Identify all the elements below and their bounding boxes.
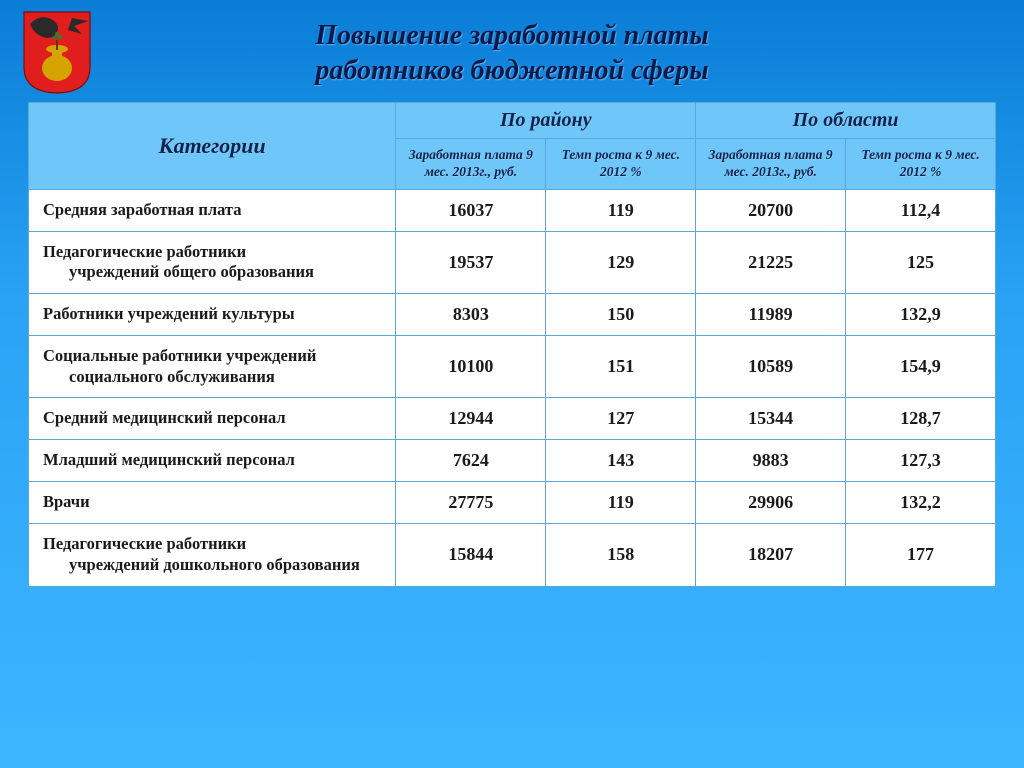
category-line1: Младший медицинский персонал xyxy=(43,450,295,469)
cell-value: 119 xyxy=(546,482,696,524)
cell-category: Средний медицинский персонал xyxy=(29,398,396,440)
cell-value: 21225 xyxy=(696,231,846,293)
cell-value: 158 xyxy=(546,524,696,586)
cell-value: 129 xyxy=(546,231,696,293)
table-wrap: Категории По району По области Заработна… xyxy=(28,102,996,587)
category-line2: социального обслуживания xyxy=(43,367,389,388)
cell-category: Работники учреждений культуры xyxy=(29,294,396,336)
col-r-growth: Темп роста к 9 мес. 2012 % xyxy=(846,139,996,190)
col-group-district: По району xyxy=(396,103,696,139)
col-categories: Категории xyxy=(29,103,396,190)
cell-value: 8303 xyxy=(396,294,546,336)
cell-value: 18207 xyxy=(696,524,846,586)
cell-value: 132,2 xyxy=(846,482,996,524)
cell-value: 177 xyxy=(846,524,996,586)
col-group-region: По области xyxy=(696,103,996,139)
cell-value: 10589 xyxy=(696,336,846,398)
category-line1: Средняя заработная плата xyxy=(43,200,241,219)
cell-value: 112,4 xyxy=(846,189,996,231)
slide: Повышение заработной платы работников бю… xyxy=(0,0,1024,768)
table-row: Средний медицинский персонал 129441271534… xyxy=(29,398,996,440)
cell-value: 119 xyxy=(546,189,696,231)
cell-value: 151 xyxy=(546,336,696,398)
table-row: Социальные работники учреждений социально… xyxy=(29,336,996,398)
col-d-salary: Заработная плата 9 мес. 2013г., руб. xyxy=(396,139,546,190)
table-body: Средняя заработная плата1603711920700112… xyxy=(29,189,996,586)
table-row: Средняя заработная плата 1603711920700112… xyxy=(29,189,996,231)
cell-category: Социальные работники учреждений социально… xyxy=(29,336,396,398)
category-line1: Педагогические работники xyxy=(43,534,246,553)
cell-value: 127,3 xyxy=(846,440,996,482)
cell-value: 125 xyxy=(846,231,996,293)
cell-value: 16037 xyxy=(396,189,546,231)
cell-value: 132,9 xyxy=(846,294,996,336)
cell-value: 150 xyxy=(546,294,696,336)
table-row: Врачи 2777511929906132,2 xyxy=(29,482,996,524)
category-line1: Социальные работники учреждений xyxy=(43,346,316,365)
category-line1: Врачи xyxy=(43,492,90,511)
category-line1: Работники учреждений культуры xyxy=(43,304,295,323)
cell-category: Педагогические работники учреждений дошко… xyxy=(29,524,396,586)
table-row: Педагогические работникиучреждений общег… xyxy=(29,231,996,293)
table-head: Категории По району По области Заработна… xyxy=(29,103,996,190)
category-line1: Педагогические работники xyxy=(43,242,246,261)
cell-category: Средняя заработная плата xyxy=(29,189,396,231)
title-line-2: работников бюджетной сферы xyxy=(315,55,708,86)
cell-category: Педагогические работникиучреждений общег… xyxy=(29,231,396,293)
category-line2: учреждений дошкольного образования xyxy=(43,555,389,576)
table-row: Работники учреждений культуры 83031501198… xyxy=(29,294,996,336)
cell-value: 20700 xyxy=(696,189,846,231)
col-r-salary: Заработная плата 9 мес. 2013г., руб. xyxy=(696,139,846,190)
cell-value: 29906 xyxy=(696,482,846,524)
category-line1: Средний медицинский персонал xyxy=(43,408,286,427)
cell-value: 27775 xyxy=(396,482,546,524)
table-row: Педагогические работники учреждений дошко… xyxy=(29,524,996,586)
cell-value: 127 xyxy=(546,398,696,440)
cell-category: Младший медицинский персонал xyxy=(29,440,396,482)
cell-value: 143 xyxy=(546,440,696,482)
cell-value: 9883 xyxy=(696,440,846,482)
cell-value: 15344 xyxy=(696,398,846,440)
title-line-1: Повышение заработной платы xyxy=(315,20,709,51)
cell-category: Врачи xyxy=(29,482,396,524)
cell-value: 154,9 xyxy=(846,336,996,398)
cell-value: 7624 xyxy=(396,440,546,482)
cell-value: 128,7 xyxy=(846,398,996,440)
cell-value: 11989 xyxy=(696,294,846,336)
col-d-growth: Темп роста к 9 мес. 2012 % xyxy=(546,139,696,190)
cell-value: 15844 xyxy=(396,524,546,586)
category-line2: учреждений общего образования xyxy=(43,262,389,283)
table-row: Младший медицинский персонал 762414398831… xyxy=(29,440,996,482)
cell-value: 19537 xyxy=(396,231,546,293)
cell-value: 10100 xyxy=(396,336,546,398)
slide-title: Повышение заработной платы работников бю… xyxy=(0,0,1024,102)
crest-emblem xyxy=(22,10,92,95)
cell-value: 12944 xyxy=(396,398,546,440)
salary-table: Категории По району По области Заработна… xyxy=(28,102,996,587)
